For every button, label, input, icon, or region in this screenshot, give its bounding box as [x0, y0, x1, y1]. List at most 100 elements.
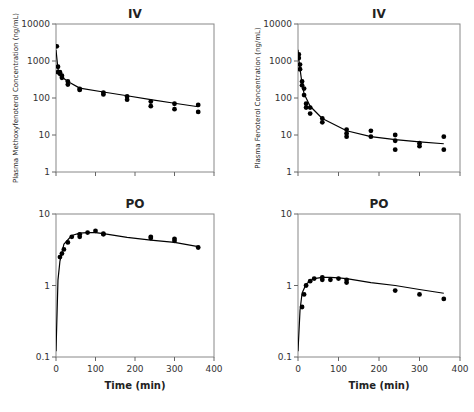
data-point — [417, 292, 422, 297]
y-tick — [294, 357, 298, 358]
fit-line — [298, 277, 444, 351]
x-tick — [419, 172, 420, 176]
panel-title: IV — [372, 7, 386, 21]
y-tick — [294, 285, 298, 286]
x-tick-label: 0 — [53, 364, 59, 374]
marks — [298, 275, 446, 351]
y-tick-label: 10 — [281, 209, 293, 219]
data-point — [393, 133, 398, 138]
x-tick — [460, 357, 461, 361]
marks — [298, 50, 446, 152]
x-tick-label: 0 — [295, 364, 301, 374]
data-point — [393, 288, 398, 293]
plot-frame — [56, 24, 214, 172]
y-tick — [52, 357, 56, 358]
panel: 110100100010000IVPlasma Methoxyfenoterol… — [12, 7, 214, 183]
x-tick — [95, 357, 96, 361]
y-tick-label: 1 — [286, 281, 292, 291]
y-tick-label: 10 — [281, 130, 293, 140]
x-tick — [379, 172, 380, 176]
y-tick-label: 1000 — [27, 56, 50, 66]
data-point — [172, 107, 177, 112]
x-tick — [460, 172, 461, 176]
x-tick-label: 300 — [166, 364, 183, 374]
plot-frame — [298, 24, 460, 172]
data-point — [56, 44, 59, 49]
x-axis-label: Time (min) — [104, 380, 165, 391]
figure: 110100100010000IVPlasma Methoxyfenoterol… — [0, 0, 474, 412]
x-tick — [214, 357, 215, 361]
y-tick — [52, 61, 56, 62]
data-point — [393, 147, 398, 152]
x-tick — [298, 172, 299, 176]
y-tick-label: 0.1 — [278, 352, 292, 362]
y-tick — [294, 135, 298, 136]
fit-line — [298, 50, 444, 144]
y-tick — [294, 98, 298, 99]
x-tick — [379, 357, 380, 361]
x-tick — [174, 357, 175, 361]
data-point — [172, 236, 177, 241]
x-tick — [419, 357, 420, 361]
y-axis-label: Plasma Methoxyfenoterol Concentration (n… — [12, 13, 20, 183]
x-tick-label: 400 — [451, 364, 468, 374]
plot-frame — [56, 214, 214, 357]
y-tick — [52, 214, 56, 215]
panel-title: IV — [128, 7, 142, 21]
data-point — [441, 147, 446, 152]
y-tick — [294, 214, 298, 215]
data-point — [441, 134, 446, 139]
x-tick — [214, 172, 215, 176]
x-tick-label: 300 — [411, 364, 428, 374]
data-point — [369, 128, 374, 133]
panel-title: PO — [370, 197, 389, 211]
x-tick-label: 400 — [205, 364, 222, 374]
y-tick-label: 1 — [44, 281, 50, 291]
x-tick — [56, 357, 57, 361]
panel: 01002003004000.1110POTime (min) — [278, 197, 469, 391]
fit-line — [56, 233, 198, 352]
data-point — [344, 134, 349, 139]
panel: 110100100010000IVPlasma Fenoterol Concen… — [254, 7, 460, 177]
y-tick — [294, 172, 298, 173]
y-tick-label: 100 — [33, 93, 50, 103]
data-point — [148, 104, 153, 109]
y-tick-label: 10 — [39, 209, 51, 219]
data-point — [441, 296, 446, 301]
x-tick — [298, 357, 299, 361]
data-point — [320, 120, 325, 125]
panel: 01002003004000.1110POTime (min) — [36, 197, 223, 391]
data-point — [344, 280, 349, 285]
data-point — [308, 111, 313, 116]
y-tick — [52, 98, 56, 99]
data-point — [417, 144, 422, 149]
y-tick-label: 0.1 — [36, 352, 50, 362]
data-point — [196, 110, 201, 115]
x-tick-label: 100 — [330, 364, 347, 374]
x-tick — [56, 172, 57, 176]
y-tick — [52, 135, 56, 136]
x-tick-label: 200 — [126, 364, 143, 374]
plot-frame — [298, 214, 460, 357]
x-tick — [135, 172, 136, 176]
x-tick — [135, 357, 136, 361]
y-tick — [294, 61, 298, 62]
y-tick — [294, 24, 298, 25]
x-tick — [174, 172, 175, 176]
y-tick-label: 100 — [275, 93, 292, 103]
data-point — [77, 234, 82, 239]
y-tick-label: 1 — [286, 167, 292, 177]
data-point — [328, 277, 333, 282]
y-tick-label: 10000 — [263, 19, 292, 29]
x-tick — [95, 172, 96, 176]
y-tick-label: 1 — [44, 167, 50, 177]
y-tick-label: 10 — [39, 130, 51, 140]
marks — [56, 229, 201, 352]
x-axis-label: Time (min) — [348, 380, 409, 391]
y-tick-label: 1000 — [269, 56, 292, 66]
x-tick-label: 100 — [87, 364, 104, 374]
x-tick — [338, 172, 339, 176]
x-tick — [338, 357, 339, 361]
marks — [56, 44, 201, 114]
y-tick — [52, 24, 56, 25]
